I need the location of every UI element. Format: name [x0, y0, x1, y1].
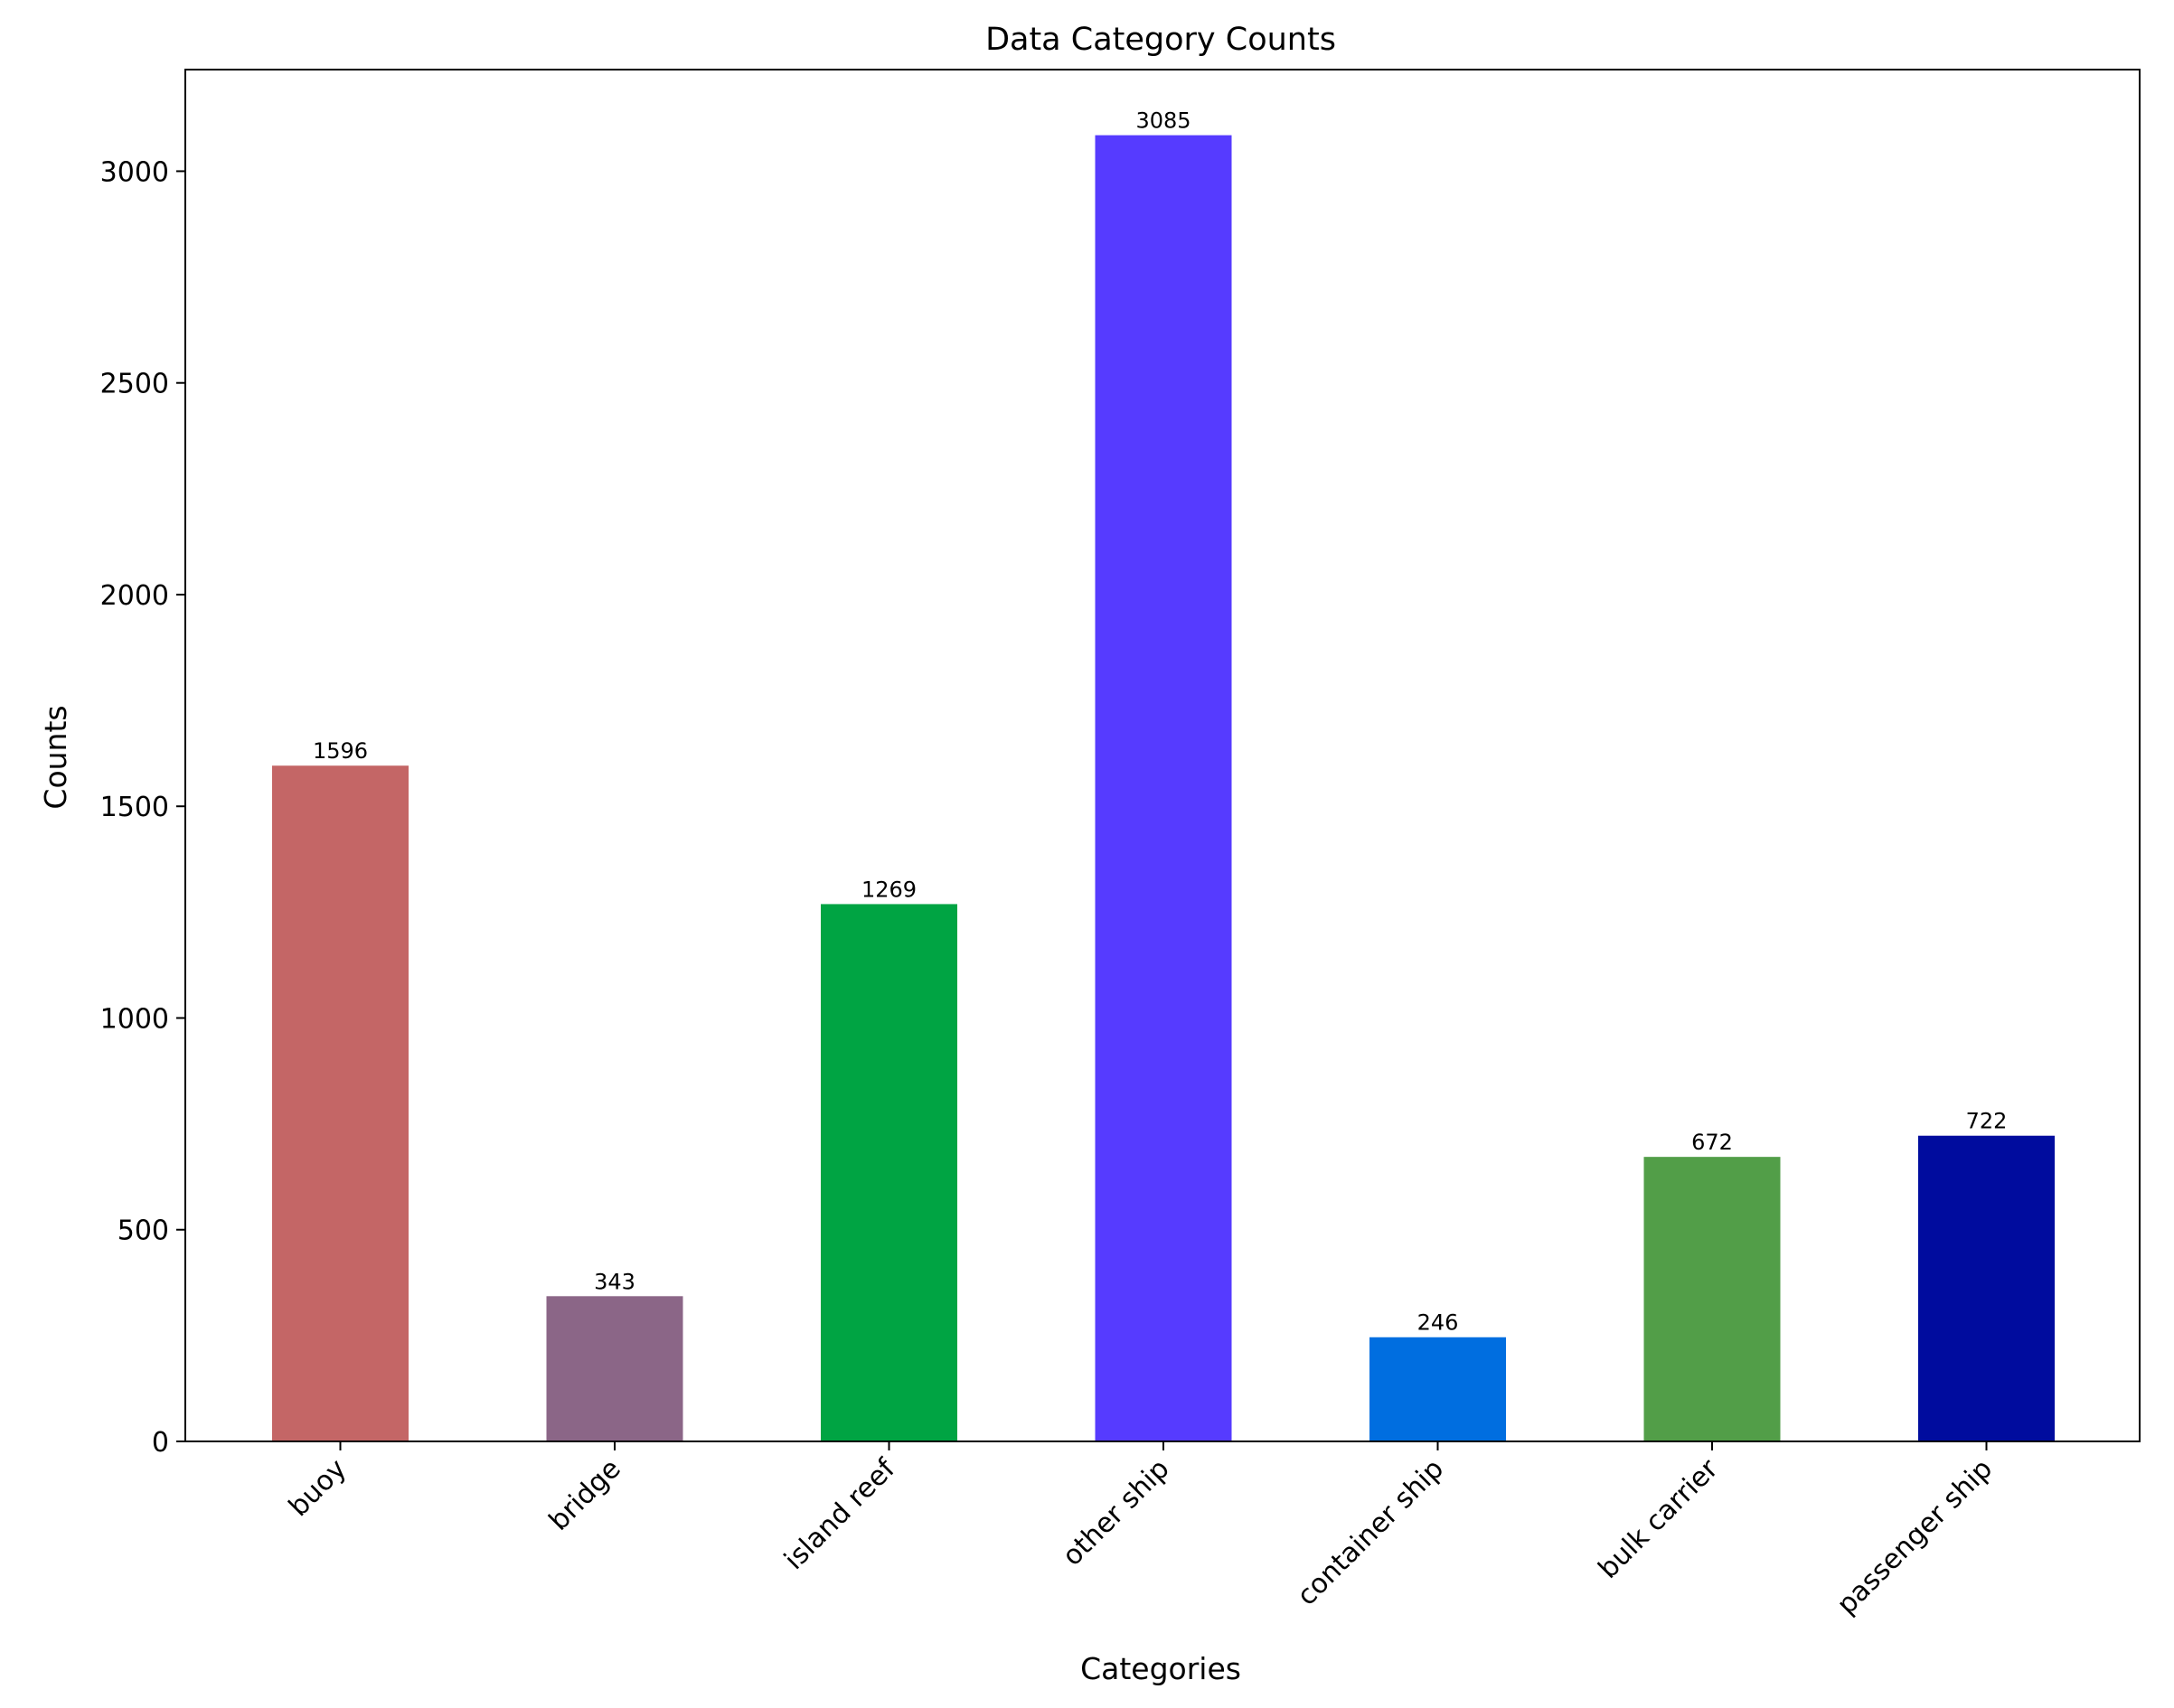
- data-label-bridge: 343: [594, 1269, 635, 1294]
- x-tick-label-bulk-carrier: bulk carrier: [1593, 1452, 1725, 1584]
- data-label-passenger-ship: 722: [1966, 1109, 2008, 1134]
- data-label-buoy: 1596: [313, 738, 368, 764]
- bar-bulk-carrier: [1643, 1157, 1781, 1441]
- y-tick-label-0: 0: [152, 1427, 169, 1459]
- bar-buoy: [272, 765, 409, 1441]
- bar-other-ship: [1095, 135, 1232, 1442]
- data-label-other-ship: 3085: [1135, 108, 1191, 134]
- data-labels-layer: 1596 343 1269 3085 246 672 722: [313, 108, 2007, 1336]
- x-axis: buoy bridge island reef other ship container…: [283, 1441, 1999, 1621]
- data-label-island-reef: 1269: [861, 877, 917, 902]
- y-tick-label-1500: 1500: [100, 792, 169, 823]
- bar-passenger-ship: [1918, 1135, 2055, 1441]
- y-axis: 0 500 1000 1500 2000 2500 3000: [100, 156, 185, 1459]
- data-label-container-ship: 246: [1417, 1310, 1459, 1336]
- bar-container-ship: [1369, 1337, 1506, 1441]
- y-tick-label-3000: 3000: [100, 156, 169, 188]
- x-tick-label-bridge: bridge: [543, 1453, 627, 1537]
- data-label-bulk-carrier: 672: [1691, 1130, 1733, 1155]
- x-axis-label: Categories: [1080, 1651, 1241, 1686]
- y-tick-label-1000: 1000: [100, 1003, 169, 1035]
- bar-bridge: [546, 1296, 683, 1441]
- bar-island-reef: [821, 904, 957, 1441]
- y-tick-label-500: 500: [118, 1215, 169, 1247]
- bars-layer: [272, 135, 2055, 1442]
- x-tick-label-container-ship: container ship: [1291, 1453, 1450, 1612]
- x-tick-label-buoy: buoy: [283, 1453, 353, 1523]
- y-tick-label-2000: 2000: [100, 580, 169, 612]
- x-tick-label-other-ship: other ship: [1057, 1453, 1176, 1572]
- x-tick-label-island-reef: island reef: [778, 1452, 902, 1576]
- y-axis-label: Counts: [38, 705, 73, 809]
- y-tick-label-2500: 2500: [100, 369, 169, 400]
- x-tick-label-passenger-ship: passenger ship: [1830, 1453, 1999, 1621]
- chart-title: Data Category Counts: [985, 22, 1336, 58]
- plot-frame: [184, 69, 2141, 1442]
